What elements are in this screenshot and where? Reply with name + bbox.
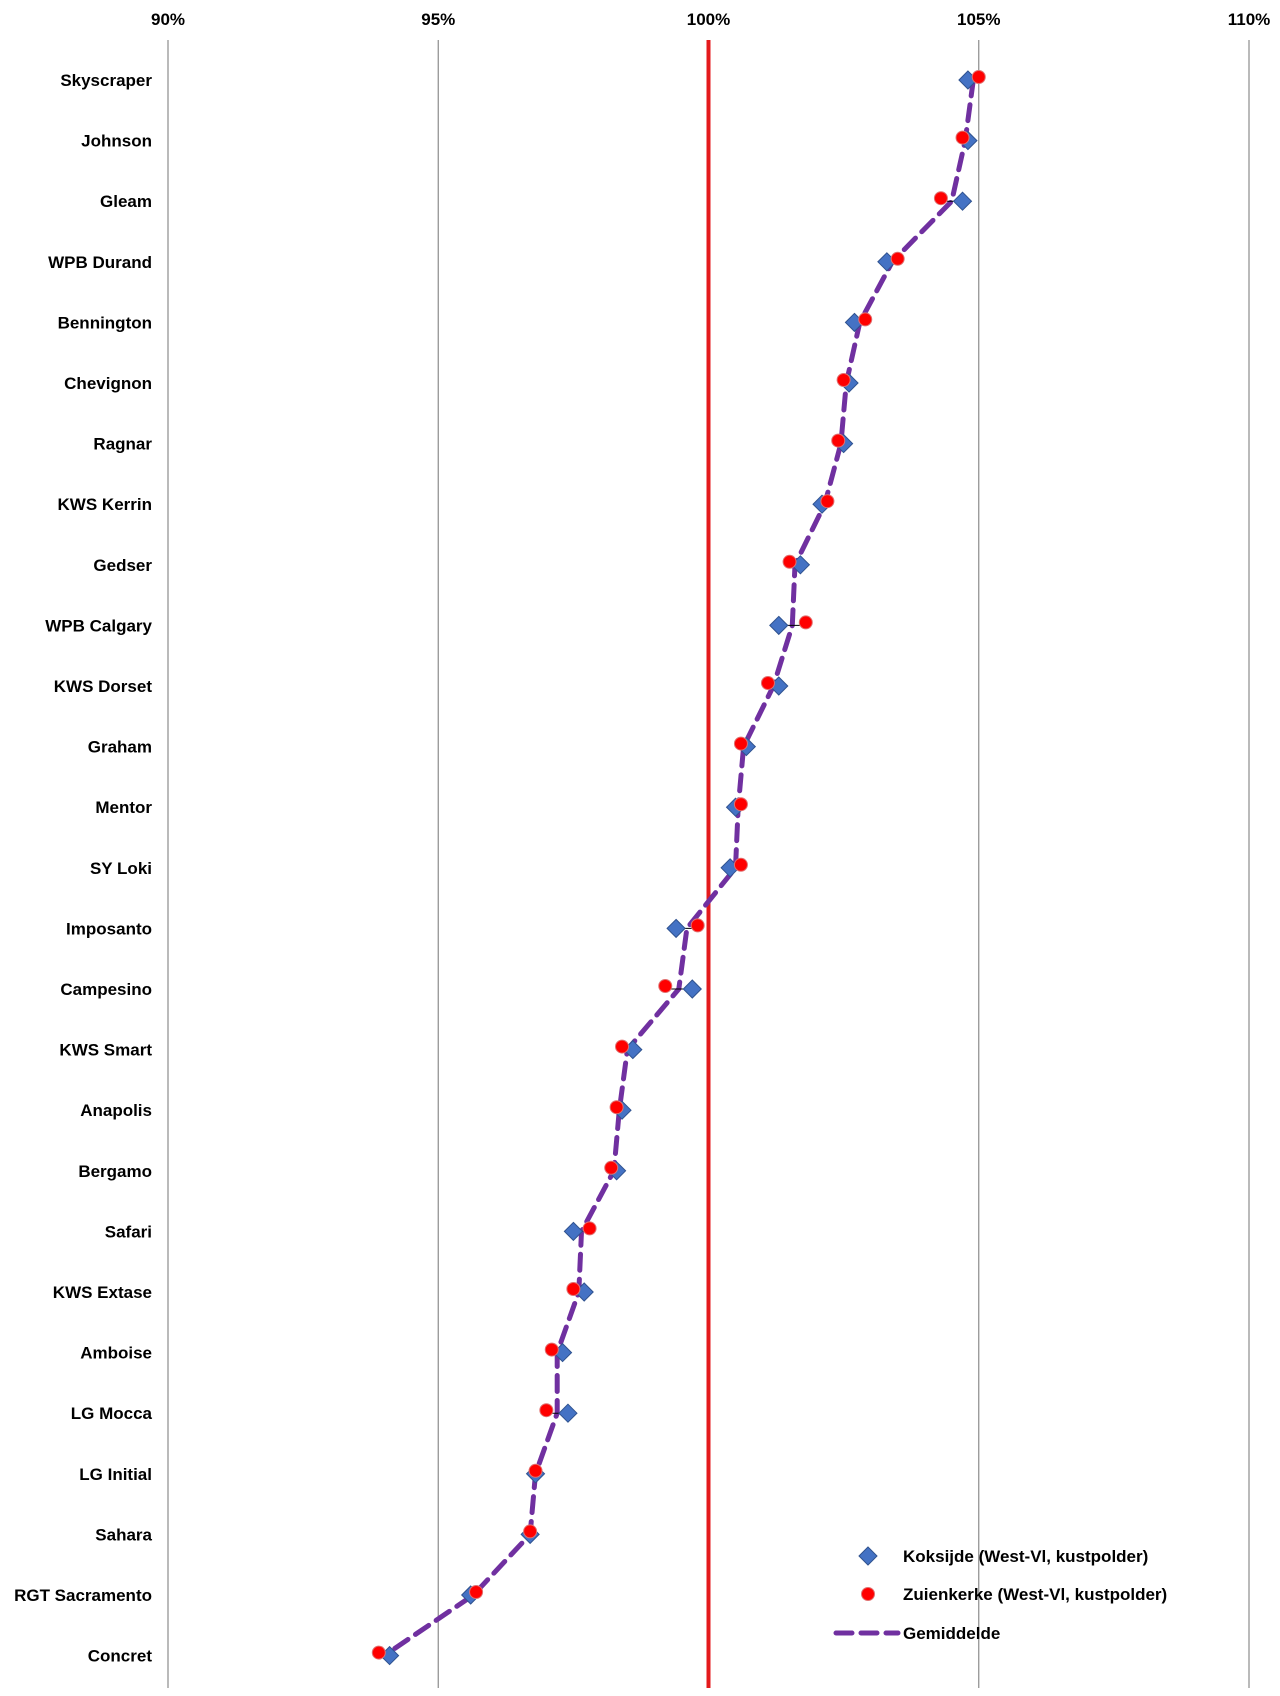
- zuienkerke-marker: [371, 1645, 386, 1660]
- category-label: KWS Dorset: [54, 677, 153, 696]
- category-label: LG Mocca: [71, 1404, 153, 1423]
- zuienkerke-marker: [933, 191, 948, 206]
- category-label: Sahara: [95, 1525, 152, 1544]
- category-label: Skyscraper: [60, 71, 152, 90]
- koksijde-marker: [682, 979, 702, 999]
- zuienkerke-marker: [733, 857, 748, 872]
- zuienkerke-marker: [890, 251, 905, 266]
- legend-label-koksijde: Koksijde (West-Vl, kustpolder): [903, 1547, 1148, 1566]
- marker-layer: [371, 70, 986, 1666]
- zuienkerke-marker: [604, 1160, 619, 1175]
- zuienkerke-marker: [658, 979, 673, 993]
- zuienkerke-marker: [831, 433, 846, 448]
- category-label: Amboise: [80, 1344, 152, 1363]
- category-label: Campesino: [60, 980, 152, 999]
- category-label: Chevignon: [64, 374, 152, 393]
- zuienkerke-marker: [539, 1403, 554, 1418]
- koksijde-marker: [558, 1403, 578, 1423]
- category-label: KWS Extase: [53, 1283, 152, 1302]
- x-tick-label: 95%: [421, 10, 455, 29]
- zuienkerke-marker: [690, 918, 705, 933]
- zuienkerke-marker: [733, 797, 748, 812]
- zuienkerke-marker: [955, 130, 970, 145]
- zuienkerke-marker: [523, 1524, 538, 1539]
- zuienkerke-marker: [609, 1100, 624, 1115]
- zuienkerke-marker: [566, 1282, 581, 1296]
- category-label: KWS Smart: [59, 1041, 152, 1060]
- koksijde-marker: [952, 191, 973, 211]
- category-label: Ragnar: [93, 435, 152, 454]
- x-tick-label: 100%: [687, 10, 730, 29]
- zuienkerke-marker: [615, 1039, 630, 1054]
- category-label: Mentor: [95, 798, 152, 817]
- legend-diamond-marker: [858, 1546, 878, 1566]
- category-label: Imposanto: [66, 919, 152, 938]
- zuienkerke-marker: [528, 1463, 543, 1478]
- category-label: LG Initial: [79, 1465, 152, 1484]
- zuienkerke-marker: [469, 1585, 484, 1599]
- category-label: Graham: [88, 738, 152, 757]
- category-label: Bennington: [58, 313, 152, 332]
- category-label: Gleam: [100, 192, 152, 211]
- legend-label-zuienkerke: Zuienkerke (West-Vl, kustpolder): [903, 1585, 1167, 1604]
- average-series-line: [381, 77, 976, 1659]
- zuienkerke-marker: [582, 1221, 597, 1236]
- category-label: SY Loki: [90, 859, 152, 878]
- koksijde-marker: [563, 1221, 584, 1242]
- category-label: Gedser: [93, 556, 152, 575]
- koksijde-marker: [666, 918, 686, 939]
- koksijde-marker: [769, 615, 789, 636]
- legend: Koksijde (West-Vl, kustpolder) Zuienkerk…: [833, 1546, 1167, 1643]
- zuienkerke-marker: [971, 70, 986, 84]
- zuienkerke-marker: [760, 676, 775, 690]
- category-label: Bergamo: [78, 1162, 152, 1181]
- zuienkerke-marker: [782, 554, 797, 569]
- category-label: WPB Durand: [48, 253, 152, 272]
- category-labels: Skyscraper Johnson Gleam WPB Durand Benningt…: [14, 71, 152, 1666]
- zuienkerke-marker: [836, 373, 851, 387]
- average-line-layer: [381, 77, 976, 1659]
- zuienkerke-marker: [820, 494, 835, 509]
- x-tick-label: 110%: [1228, 10, 1271, 29]
- zuienkerke-marker: [858, 312, 873, 327]
- zuienkerke-marker: [733, 736, 748, 751]
- legend-label-gemiddelde: Gemiddelde: [903, 1624, 1000, 1643]
- category-label: RGT Sacramento: [14, 1586, 152, 1605]
- zuienkerke-marker: [544, 1342, 559, 1357]
- x-tick-label: 90%: [151, 10, 185, 29]
- category-label: Anapolis: [80, 1101, 152, 1120]
- category-label: WPB Calgary: [45, 616, 152, 635]
- category-label: Johnson: [81, 132, 152, 151]
- zuienkerke-marker: [798, 615, 813, 630]
- category-label: Safari: [105, 1222, 152, 1241]
- x-tick-labels: 90% 95% 100% 105% 110%: [151, 10, 1270, 29]
- legend-circle-marker: [861, 1587, 875, 1601]
- category-label: Concret: [88, 1647, 153, 1666]
- x-tick-label: 105%: [957, 10, 1000, 29]
- category-label: KWS Kerrin: [58, 495, 152, 514]
